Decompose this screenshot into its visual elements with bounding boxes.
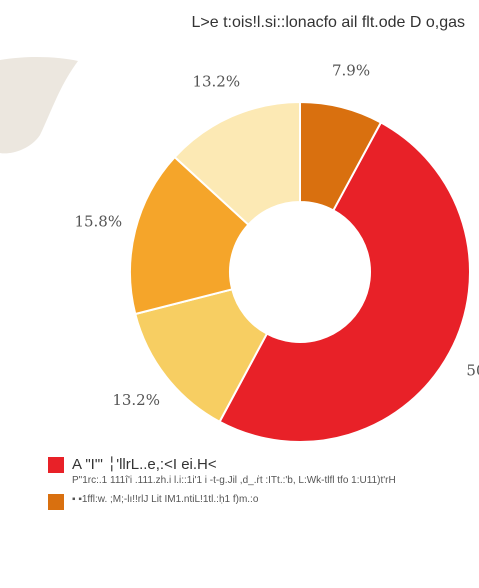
legend-item-detail: P"1rc:.1 111î'i .111.zh.i l.i::1i'1 i -t… xyxy=(72,475,396,486)
pie-slice xyxy=(129,155,250,316)
legend-item: A "I"' ╎'llrL..e,:<I ei.H< P"1rc:.1 111î… xyxy=(48,455,468,489)
legend-item: ▪ ▪1ffl:w. ;M;-lı!!rlJ Lit IM1.ntiL!1tl.… xyxy=(48,492,468,510)
slice-label: 7.9% xyxy=(332,61,370,79)
slice-label: 13.2% xyxy=(112,391,160,409)
chart-title: L>e t:ois!l.si::lonacfo ail flt.ode D o,… xyxy=(191,14,465,31)
legend-swatch-orange xyxy=(48,494,64,510)
slice-label: 13.2% xyxy=(192,73,240,91)
pie-slice xyxy=(299,100,383,212)
slice-label: 50% xyxy=(466,362,479,380)
decorative-blob xyxy=(0,57,78,154)
legend-item-label: A "I"' ╎'llrL..e,:<I ei.H< xyxy=(72,456,217,473)
legend: A "I"' ╎'llrL..e,:<I ei.H< P"1rc:.1 111î… xyxy=(48,455,468,511)
pie-slice xyxy=(218,121,472,443)
legend-item-detail: ▪ ▪1ffl:w. ;M;-lı!!rlJ Lit IM1.ntiL!1tl.… xyxy=(72,494,259,505)
legend-swatch-red xyxy=(48,457,64,473)
slice-label: 15.8% xyxy=(74,212,122,230)
